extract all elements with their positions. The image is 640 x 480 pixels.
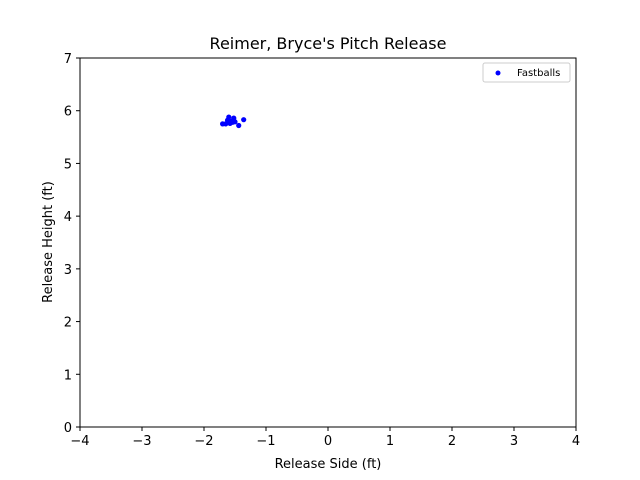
data-point-fastball — [236, 122, 242, 129]
legend-box — [482, 62, 571, 83]
y-tick-label: 2 — [64, 316, 72, 331]
legend-marker-fastballs — [495, 70, 501, 76]
y-tick-label: 7 — [64, 52, 72, 67]
data-point-fastball — [232, 119, 238, 125]
data-point-fastball — [241, 117, 247, 123]
x-tick-label: −4 — [70, 434, 89, 449]
y-tick-label: 0 — [64, 421, 72, 436]
y-tick-label: 3 — [64, 263, 72, 278]
data-point-fastball — [226, 114, 232, 120]
x-tick-label: 3 — [510, 434, 518, 449]
x-tick-label: −2 — [194, 434, 213, 449]
y-axis-ticks: 0 1 2 3 4 5 6 7 — [64, 52, 80, 436]
chart-title: Reimer, Bryce's Pitch Release — [210, 34, 447, 53]
x-tick-label: 4 — [572, 434, 580, 449]
data-points — [220, 114, 247, 129]
x-axis-ticks: −4 −3 −2 −1 0 1 2 3 4 — [70, 427, 580, 449]
y-axis-label: Release Height (ft) — [41, 181, 56, 303]
legend-label-fastballs: Fastballs — [517, 68, 560, 79]
y-tick-label: 4 — [64, 210, 72, 225]
x-tick-label: 0 — [324, 434, 332, 449]
legend: Fastballs — [482, 62, 571, 83]
y-tick-label: 1 — [64, 368, 72, 383]
x-tick-label: −3 — [132, 434, 151, 449]
x-tick-label: −1 — [256, 434, 275, 449]
x-tick-label: 2 — [448, 434, 456, 449]
x-axis-label: Release Side (ft) — [275, 457, 382, 472]
x-tick-label: 1 — [386, 434, 394, 449]
y-tick-label: 5 — [64, 157, 72, 172]
plot-area — [80, 58, 576, 427]
y-tick-label: 6 — [64, 105, 72, 120]
